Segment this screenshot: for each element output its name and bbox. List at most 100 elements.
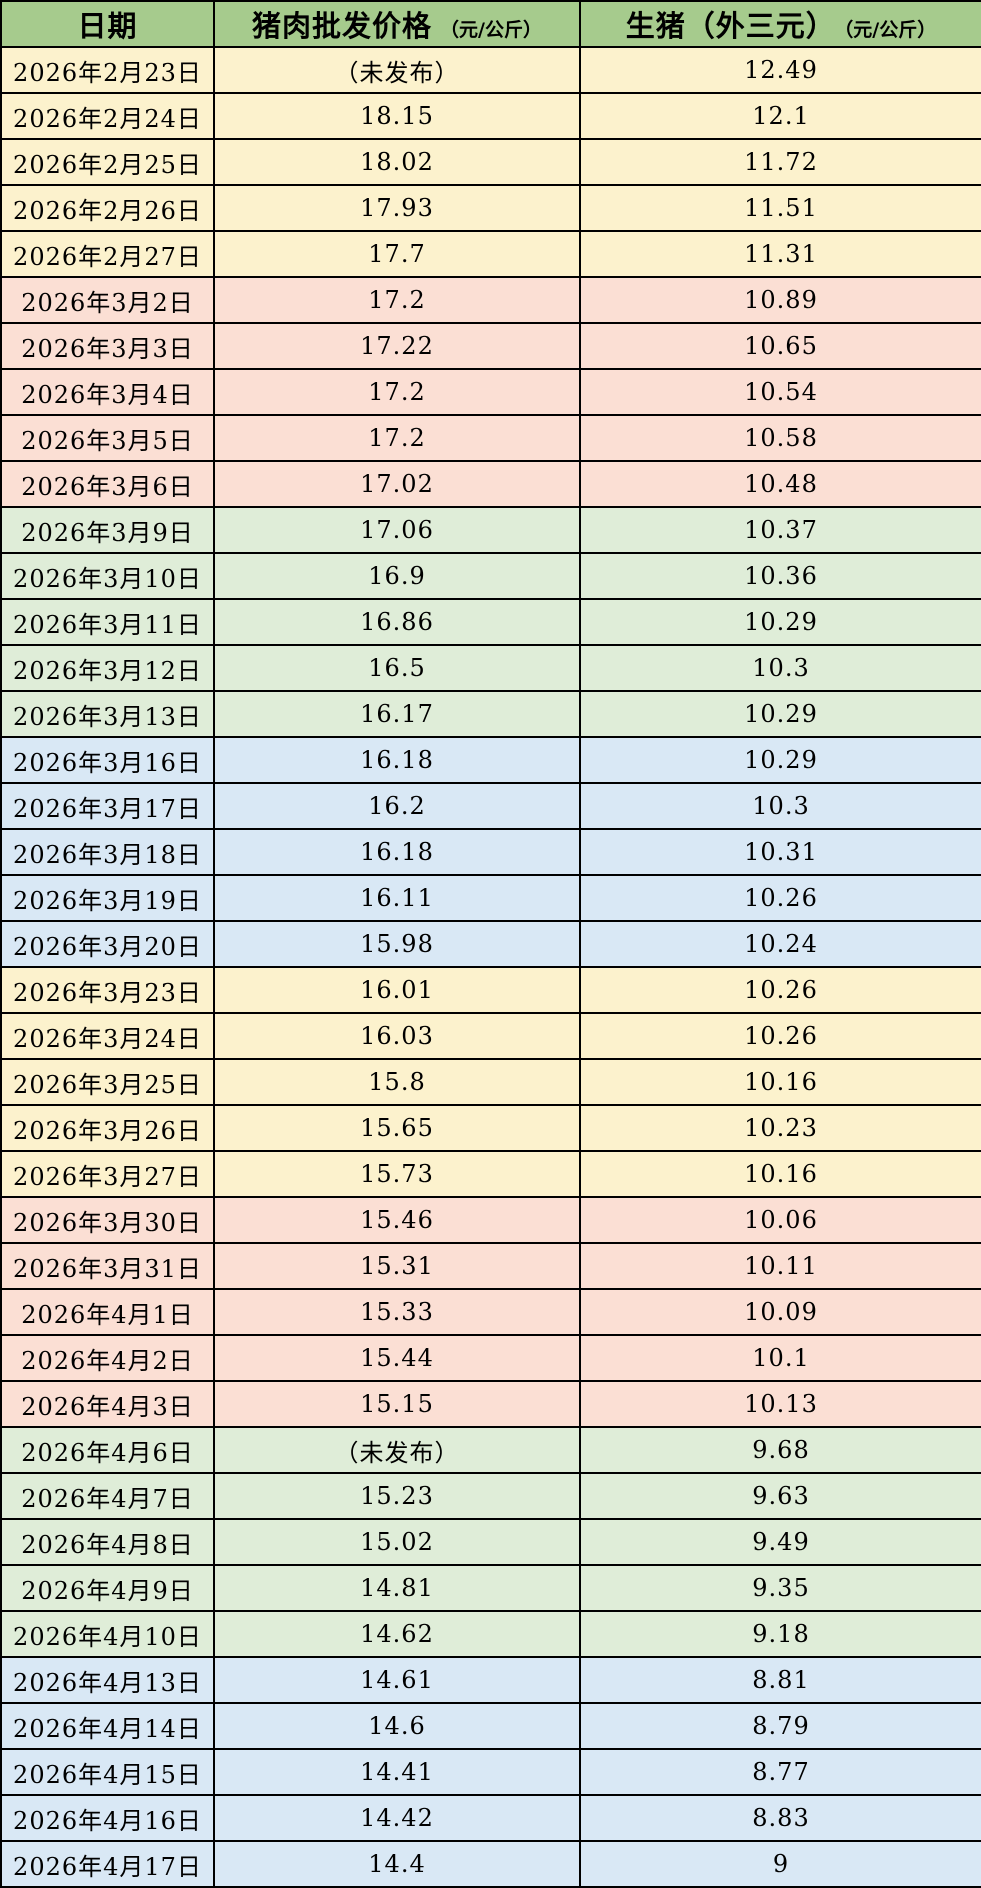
hog-price-cell: 10.29: [579, 736, 981, 784]
hog-price-cell: 9.68: [579, 1426, 981, 1474]
pork-price-cell: 15.73: [213, 1150, 581, 1198]
pork-price-cell: 14.41: [213, 1748, 581, 1796]
table-row: 2026年3月11日 16.86 10.29: [0, 598, 981, 646]
header-row: 日期 猪肉批发价格 （元/公斤） 生猪（外三元） （元/公斤）: [0, 0, 981, 48]
table-row: 2026年2月24日 18.15 12.1: [0, 92, 981, 140]
date-cell: 2026年3月26日: [0, 1104, 215, 1152]
date-cell: 2026年2月25日: [0, 138, 215, 186]
hog-price-cell: 10.37: [579, 506, 981, 554]
hog-price-cell: 10.89: [579, 276, 981, 324]
pork-price-cell: 17.7: [213, 230, 581, 278]
date-cell: 2026年3月23日: [0, 966, 215, 1014]
hog-price-cell: 10.16: [579, 1150, 981, 1198]
hog-price-cell: 8.77: [579, 1748, 981, 1796]
table-row: 2026年3月10日 16.9 10.36: [0, 552, 981, 600]
table-row: 2026年3月26日 15.65 10.23: [0, 1104, 981, 1152]
table-row: 2026年3月23日 16.01 10.26: [0, 966, 981, 1014]
hog-price-cell: 9: [579, 1840, 981, 1888]
hog-price-cell: 10.1: [579, 1334, 981, 1382]
header-hog-unit: （元/公斤）: [843, 19, 937, 41]
hog-price-cell: 10.13: [579, 1380, 981, 1428]
date-cell: 2026年4月3日: [0, 1380, 215, 1428]
date-cell: 2026年3月30日: [0, 1196, 215, 1244]
hog-price-cell: 9.18: [579, 1610, 981, 1658]
hog-price-cell: 9.49: [579, 1518, 981, 1566]
hog-price-cell: 10.3: [579, 782, 981, 830]
date-cell: 2026年3月13日: [0, 690, 215, 738]
hog-price-cell: 10.23: [579, 1104, 981, 1152]
date-cell: 2026年4月7日: [0, 1472, 215, 1520]
date-cell: 2026年4月2日: [0, 1334, 215, 1382]
table-row: 2026年4月2日 15.44 10.1: [0, 1334, 981, 1382]
date-cell: 2026年4月10日: [0, 1610, 215, 1658]
hog-price-cell: 10.26: [579, 966, 981, 1014]
date-cell: 2026年3月20日: [0, 920, 215, 968]
date-cell: 2026年3月27日: [0, 1150, 215, 1198]
table-row: 2026年3月17日 16.2 10.3: [0, 782, 981, 830]
date-cell: 2026年3月9日: [0, 506, 215, 554]
pork-price-cell: 14.61: [213, 1656, 581, 1704]
header-pork-price: 猪肉批发价格 （元/公斤）: [213, 0, 581, 48]
hog-price-cell: 10.09: [579, 1288, 981, 1336]
hog-price-cell: 10.36: [579, 552, 981, 600]
pork-price-cell: 17.06: [213, 506, 581, 554]
pork-price-cell: 15.98: [213, 920, 581, 968]
date-cell: 2026年4月15日: [0, 1748, 215, 1796]
pork-price-cell: 16.01: [213, 966, 581, 1014]
pork-price-cell: 16.11: [213, 874, 581, 922]
table-row: 2026年4月17日 14.4 9: [0, 1840, 981, 1888]
table-row: 2026年3月3日 17.22 10.65: [0, 322, 981, 370]
table-row: 2026年3月6日 17.02 10.48: [0, 460, 981, 508]
pork-price-cell: 15.46: [213, 1196, 581, 1244]
date-cell: 2026年3月17日: [0, 782, 215, 830]
hog-price-cell: 8.83: [579, 1794, 981, 1842]
hog-price-cell: 10.31: [579, 828, 981, 876]
date-cell: 2026年4月8日: [0, 1518, 215, 1566]
table-row: 2026年3月9日 17.06 10.37: [0, 506, 981, 554]
date-cell: 2026年3月6日: [0, 460, 215, 508]
table-row: 2026年3月18日 16.18 10.31: [0, 828, 981, 876]
hog-price-cell: 8.81: [579, 1656, 981, 1704]
header-pork-label: 猪肉批发价格: [252, 9, 433, 43]
pork-price-cell: 17.22: [213, 322, 581, 370]
table-row: 2026年2月26日 17.93 11.51: [0, 184, 981, 232]
pork-price-cell: 18.15: [213, 92, 581, 140]
table-row: 2026年3月24日 16.03 10.26: [0, 1012, 981, 1060]
pork-price-cell: 15.15: [213, 1380, 581, 1428]
hog-price-cell: 10.26: [579, 1012, 981, 1060]
pork-price-cell: 16.86: [213, 598, 581, 646]
date-cell: 2026年4月13日: [0, 1656, 215, 1704]
hog-price-cell: 12.1: [579, 92, 981, 140]
table-row: 2026年3月13日 16.17 10.29: [0, 690, 981, 738]
table-header: 日期 猪肉批发价格 （元/公斤） 生猪（外三元） （元/公斤）: [0, 0, 981, 48]
table-row: 2026年4月14日 14.6 8.79: [0, 1702, 981, 1750]
pork-price-cell: 16.03: [213, 1012, 581, 1060]
pork-price-cell: 14.62: [213, 1610, 581, 1658]
date-cell: 2026年2月26日: [0, 184, 215, 232]
pork-price-cell: 16.18: [213, 828, 581, 876]
hog-price-cell: 9.35: [579, 1564, 981, 1612]
date-cell: 2026年3月11日: [0, 598, 215, 646]
date-cell: 2026年3月25日: [0, 1058, 215, 1106]
table-row: 2026年3月20日 15.98 10.24: [0, 920, 981, 968]
pork-price-cell: 16.17: [213, 690, 581, 738]
table-row: 2026年3月2日 17.2 10.89: [0, 276, 981, 324]
pork-price-cell: 14.42: [213, 1794, 581, 1842]
hog-price-cell: 11.31: [579, 230, 981, 278]
hog-price-cell: 10.16: [579, 1058, 981, 1106]
table-row: 2026年3月4日 17.2 10.54: [0, 368, 981, 416]
pork-price-cell: 16.5: [213, 644, 581, 692]
table-row: 2026年3月5日 17.2 10.58: [0, 414, 981, 462]
date-cell: 2026年4月17日: [0, 1840, 215, 1888]
date-cell: 2026年3月19日: [0, 874, 215, 922]
hog-price-cell: 9.63: [579, 1472, 981, 1520]
pork-price-cell: 17.93: [213, 184, 581, 232]
pork-price-cell: 17.2: [213, 368, 581, 416]
header-hog-price: 生猪（外三元） （元/公斤）: [579, 0, 981, 48]
pork-price-cell: 15.8: [213, 1058, 581, 1106]
hog-price-cell: 11.51: [579, 184, 981, 232]
header-date-label: 日期: [77, 9, 138, 43]
table-row: 2026年4月7日 15.23 9.63: [0, 1472, 981, 1520]
table-row: 2026年4月3日 15.15 10.13: [0, 1380, 981, 1428]
